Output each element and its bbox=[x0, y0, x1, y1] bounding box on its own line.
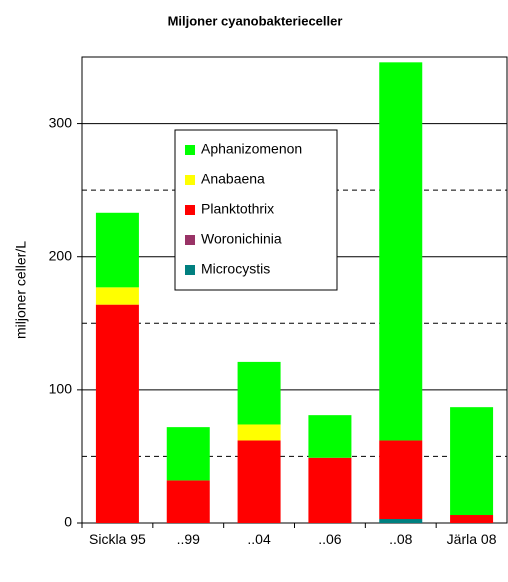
y-tick-label: 100 bbox=[49, 381, 73, 397]
legend-swatch bbox=[185, 145, 195, 155]
bar-segment bbox=[308, 457, 352, 523]
x-tick-label: ..06 bbox=[318, 531, 342, 547]
bar-segment bbox=[95, 304, 139, 523]
legend-label: Planktothrix bbox=[201, 201, 274, 217]
legend-label: Microcystis bbox=[201, 261, 270, 277]
bar-segment bbox=[308, 415, 352, 458]
legend-label: Woronichinia bbox=[201, 231, 282, 247]
x-tick-label: ..99 bbox=[176, 531, 200, 547]
bar-segment bbox=[95, 287, 139, 305]
legend-box bbox=[174, 129, 338, 291]
bar-segment bbox=[166, 427, 210, 481]
y-tick-label: 300 bbox=[49, 114, 73, 130]
chart-title: Miljoner cyanobakterieceller bbox=[168, 13, 343, 28]
x-tick-label: ..08 bbox=[389, 531, 413, 547]
bar-segment bbox=[450, 407, 494, 516]
bar-segment bbox=[237, 424, 281, 441]
bar-segment bbox=[237, 361, 281, 425]
legend-label: Anabaena bbox=[201, 171, 265, 187]
bar-segment bbox=[379, 440, 423, 520]
y-axis-label: miljoner celler/L bbox=[13, 241, 29, 339]
legend-label: Aphanizomenon bbox=[201, 141, 302, 157]
bar-segment bbox=[379, 62, 423, 441]
legend-swatch bbox=[185, 265, 195, 275]
legend-swatch bbox=[185, 235, 195, 245]
legend-swatch bbox=[185, 205, 195, 215]
bar-segment bbox=[166, 480, 210, 523]
bar-segment bbox=[450, 515, 494, 523]
bar-segment bbox=[379, 519, 423, 523]
x-tick-label: Järla 08 bbox=[446, 531, 497, 547]
bar-segment bbox=[95, 212, 139, 288]
x-tick-label: Sickla 95 bbox=[89, 531, 146, 547]
legend-swatch bbox=[185, 175, 195, 185]
y-tick-label: 0 bbox=[64, 514, 72, 530]
y-tick-label: 200 bbox=[49, 247, 73, 263]
x-tick-label: ..04 bbox=[247, 531, 271, 547]
bar-segment bbox=[237, 440, 281, 523]
